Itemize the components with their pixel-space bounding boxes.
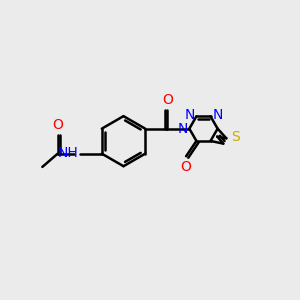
Text: O: O (52, 118, 63, 132)
Text: N: N (177, 122, 188, 136)
Text: O: O (162, 93, 173, 106)
Text: N: N (212, 109, 223, 122)
Text: NH: NH (58, 146, 79, 160)
Text: O: O (180, 160, 191, 174)
Text: S: S (231, 130, 239, 144)
Text: N: N (184, 109, 195, 122)
